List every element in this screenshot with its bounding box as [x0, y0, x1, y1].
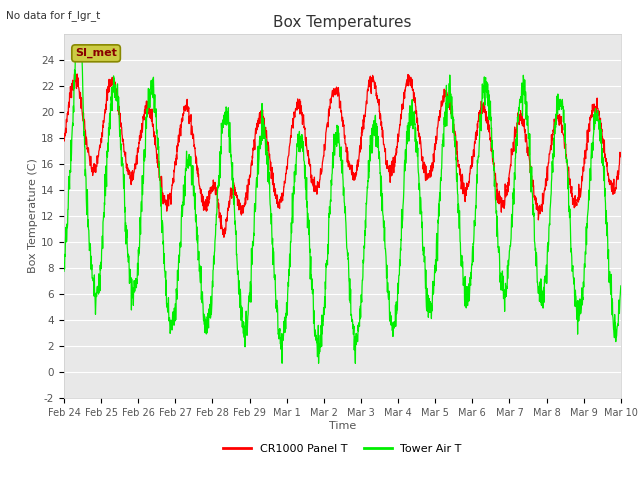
Title: Box Temperatures: Box Temperatures [273, 15, 412, 30]
Text: SI_met: SI_met [75, 48, 117, 59]
Text: No data for f_lgr_t: No data for f_lgr_t [6, 10, 100, 21]
Y-axis label: Box Temperature (C): Box Temperature (C) [28, 158, 38, 274]
Legend: CR1000 Panel T, Tower Air T: CR1000 Panel T, Tower Air T [218, 440, 467, 458]
X-axis label: Time: Time [329, 421, 356, 431]
